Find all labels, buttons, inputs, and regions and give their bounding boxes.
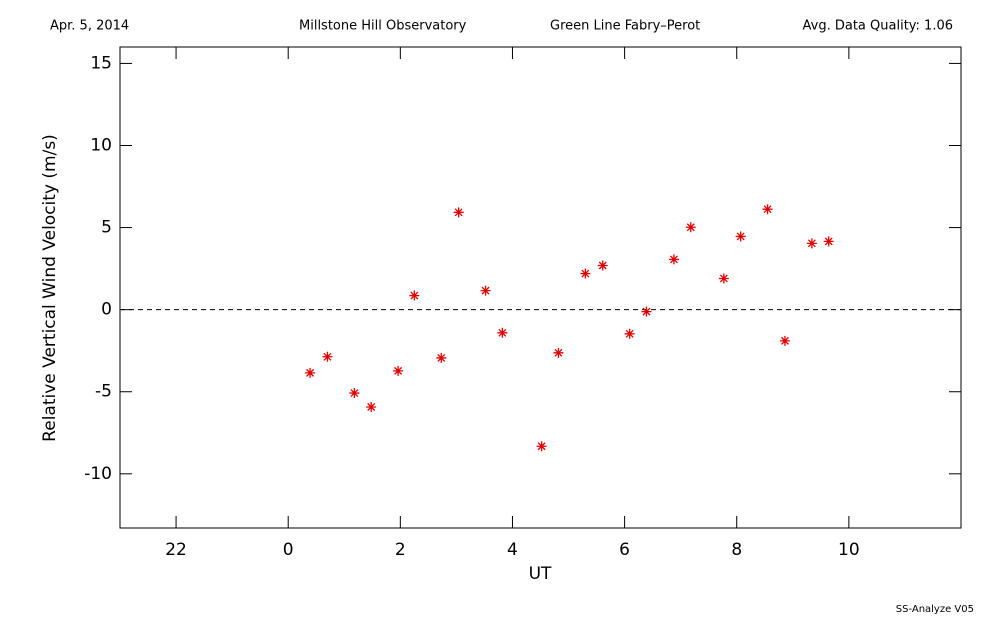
x-axis-title: UT bbox=[529, 564, 552, 584]
x-tick-label: 22 bbox=[165, 540, 187, 560]
data-point bbox=[597, 260, 608, 271]
data-point bbox=[409, 290, 420, 301]
data-point bbox=[553, 347, 564, 358]
data-point bbox=[305, 367, 316, 378]
plot-frame bbox=[119, 46, 962, 529]
data-point bbox=[806, 238, 817, 249]
data-point bbox=[480, 285, 491, 296]
header-instrument: Green Line Fabry–Perot bbox=[550, 19, 700, 34]
data-point bbox=[668, 254, 679, 265]
data-point bbox=[366, 402, 377, 413]
x-tick-label: 8 bbox=[731, 540, 742, 560]
data-point bbox=[436, 352, 447, 363]
data-point bbox=[349, 388, 360, 399]
y-tick-label: 15 bbox=[90, 53, 112, 73]
data-point bbox=[453, 207, 464, 218]
header-observatory: Millstone Hill Observatory bbox=[299, 19, 467, 34]
x-tick-label: 4 bbox=[507, 540, 518, 560]
x-tick-label: 10 bbox=[838, 540, 860, 560]
header-quality: Avg. Data Quality: 1.06 bbox=[803, 19, 953, 34]
data-point bbox=[393, 365, 404, 376]
data-point bbox=[624, 328, 635, 339]
data-point bbox=[718, 273, 729, 284]
y-tick-label: 10 bbox=[90, 135, 112, 155]
x-tick-label: 0 bbox=[283, 540, 294, 560]
data-point bbox=[641, 306, 652, 317]
data-point bbox=[779, 335, 790, 346]
data-point bbox=[762, 204, 773, 215]
data-point bbox=[823, 236, 834, 247]
y-axis-title: Relative Vertical Wind Velocity (m/s) bbox=[40, 134, 60, 442]
data-point bbox=[322, 351, 333, 362]
y-tick-label: -5 bbox=[95, 382, 112, 402]
data-point bbox=[580, 268, 591, 279]
data-point bbox=[735, 231, 746, 242]
header-date: Apr. 5, 2014 bbox=[50, 19, 129, 34]
x-tick-label: 2 bbox=[395, 540, 406, 560]
y-tick-label: -10 bbox=[84, 464, 112, 484]
x-tick-label: 6 bbox=[619, 540, 630, 560]
data-point bbox=[536, 441, 547, 452]
data-point bbox=[685, 222, 696, 233]
data-point bbox=[497, 327, 508, 338]
footer: SS-Analyze V05 bbox=[896, 604, 974, 615]
y-tick-label: 5 bbox=[101, 218, 112, 238]
y-tick-label: 0 bbox=[101, 300, 112, 320]
